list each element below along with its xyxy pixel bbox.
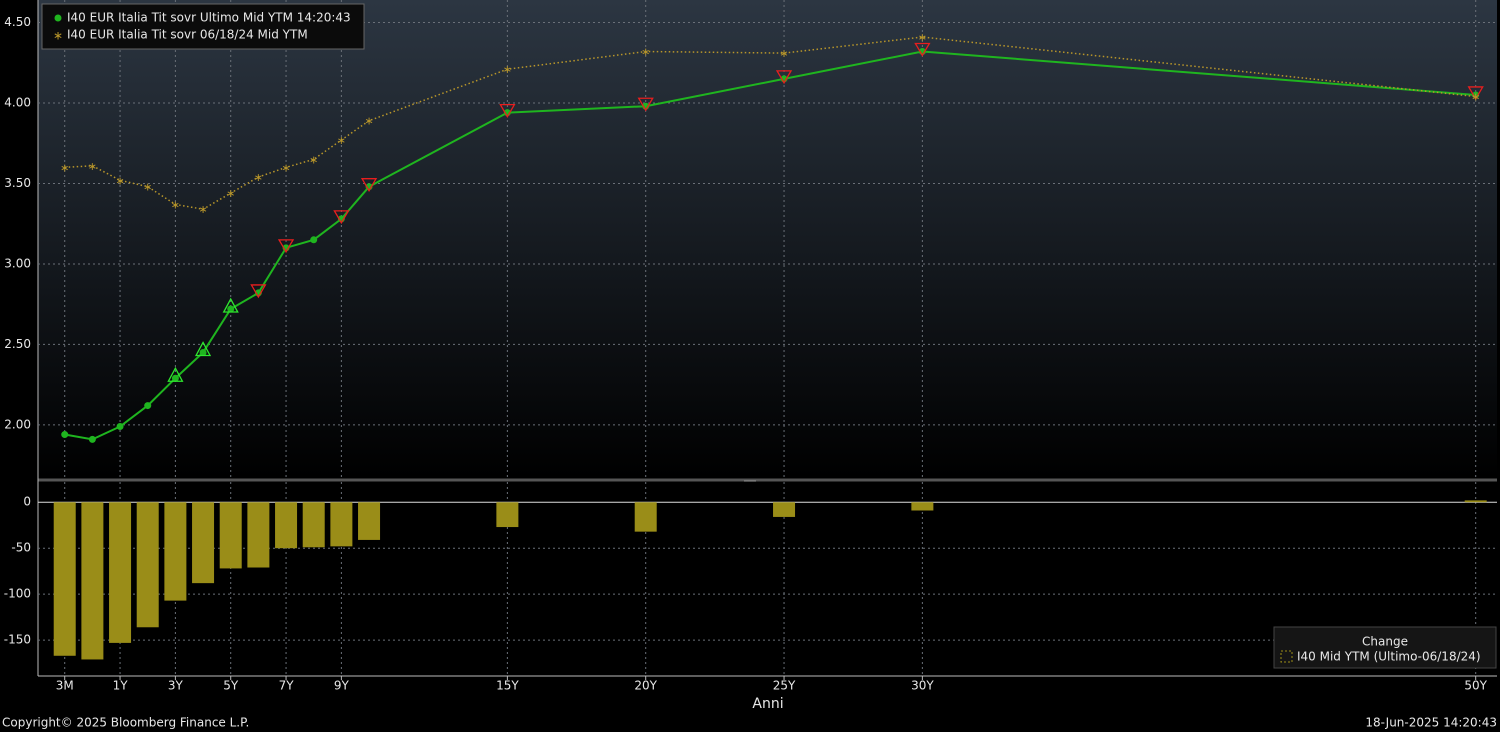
y-tick-label: 3.50 <box>4 176 31 190</box>
y-tick-label: -50 <box>11 541 31 555</box>
signal-down <box>775 70 793 85</box>
x-axis-title: Anni <box>752 696 783 712</box>
signal-down <box>360 178 378 192</box>
bar <box>53 502 76 656</box>
x-tick-label: 1Y <box>113 679 129 693</box>
bar <box>911 502 934 511</box>
y-tick-label: 4.00 <box>4 96 31 110</box>
signal-up <box>222 297 239 313</box>
bar <box>773 502 796 517</box>
x-tick-label: 50Y <box>1464 679 1487 693</box>
legend-box <box>41 3 365 50</box>
y-tick-label: -100 <box>4 587 31 601</box>
point: ∗ <box>364 115 373 128</box>
point: ∗ <box>254 171 263 184</box>
grid <box>38 0 1497 676</box>
x-tick-label: 15Y <box>496 679 519 693</box>
bar <box>302 502 325 548</box>
signal-down <box>250 284 267 299</box>
point: ∗ <box>281 161 290 174</box>
bar <box>275 502 298 549</box>
signal-up <box>194 341 212 357</box>
bar <box>192 502 215 584</box>
point: ∗ <box>171 198 180 211</box>
footer-right: 18-Jun-2025 14:20:43 <box>1365 716 1497 730</box>
change-legend-title: Change <box>1362 635 1408 649</box>
footer-left: Copyright© 2025 Bloomberg Finance L.P. <box>2 716 249 730</box>
x-tick-label: 7Y <box>279 679 295 693</box>
change-legend-box <box>1273 626 1497 669</box>
point: ∗ <box>918 31 927 44</box>
point: ∗ <box>779 47 788 60</box>
point: ∗ <box>309 153 318 166</box>
bar <box>164 502 187 601</box>
bar <box>1464 500 1487 503</box>
top-panel <box>38 0 1497 478</box>
point: ∗ <box>88 160 97 173</box>
point <box>199 348 207 356</box>
signal-down <box>637 97 654 112</box>
point <box>88 435 96 443</box>
point: ∗ <box>226 187 235 200</box>
point: ∗ <box>337 134 346 147</box>
point <box>171 374 179 382</box>
point: ∗ <box>503 63 512 76</box>
bar <box>634 502 657 532</box>
signal-down <box>914 42 931 57</box>
change-legend-label: I40 Mid YTM (Ultimo-06/18/24) <box>1297 650 1481 664</box>
point: ∗ <box>198 203 207 216</box>
x-tick-label: 25Y <box>773 679 796 693</box>
point: ∗ <box>115 174 124 187</box>
y-tick-label: -150 <box>4 633 31 647</box>
bar <box>330 502 353 547</box>
bar <box>136 502 159 628</box>
legend-label: I40 EUR Italia Tit sovr 06/18/24 Mid YTM <box>67 28 308 42</box>
x-tick-label: 9Y <box>334 679 350 693</box>
point: ∗ <box>1471 91 1480 104</box>
point <box>144 402 152 410</box>
point: ∗ <box>60 161 69 174</box>
bar <box>219 502 242 569</box>
y-tick-label: 2.00 <box>4 417 31 431</box>
bar <box>247 502 270 568</box>
bar <box>81 502 104 660</box>
signal-down <box>333 210 350 225</box>
signal-up <box>167 366 184 382</box>
bar <box>109 502 132 643</box>
legend-marker: ∗ <box>53 29 63 43</box>
bar <box>358 502 381 540</box>
y-tick-label: 4.50 <box>4 15 31 29</box>
point: ∗ <box>641 46 650 59</box>
y-tick-label: 3.00 <box>4 256 31 270</box>
x-tick-label: 3M <box>56 679 74 693</box>
marks: ∗ ∗ ∗ ∗ ∗ ∗ ∗ ∗ ∗ ∗ ∗ ∗ ∗ ∗ ∗ ∗ ∗ <box>53 31 1487 660</box>
x-tick-label: 3Y <box>168 679 184 693</box>
point: ∗ <box>143 181 152 194</box>
signal-down <box>1467 86 1484 101</box>
change-legend-swatch <box>1280 650 1293 663</box>
x-tick-label: 20Y <box>634 679 657 693</box>
point <box>227 305 235 313</box>
y-tick-label: 0 <box>23 495 31 509</box>
point <box>310 236 318 244</box>
y-tick-label: 2.50 <box>4 337 31 351</box>
legend-label: I40 EUR Italia Tit sovr Ultimo Mid YTM 1… <box>67 11 351 25</box>
bar <box>496 502 519 528</box>
signal-down <box>277 239 295 254</box>
point <box>61 431 69 439</box>
x-tick-label: 5Y <box>223 679 239 693</box>
point <box>116 422 124 430</box>
legend-marker <box>54 14 62 22</box>
x-tick-label: 30Y <box>911 679 934 693</box>
signal-down <box>499 104 516 118</box>
